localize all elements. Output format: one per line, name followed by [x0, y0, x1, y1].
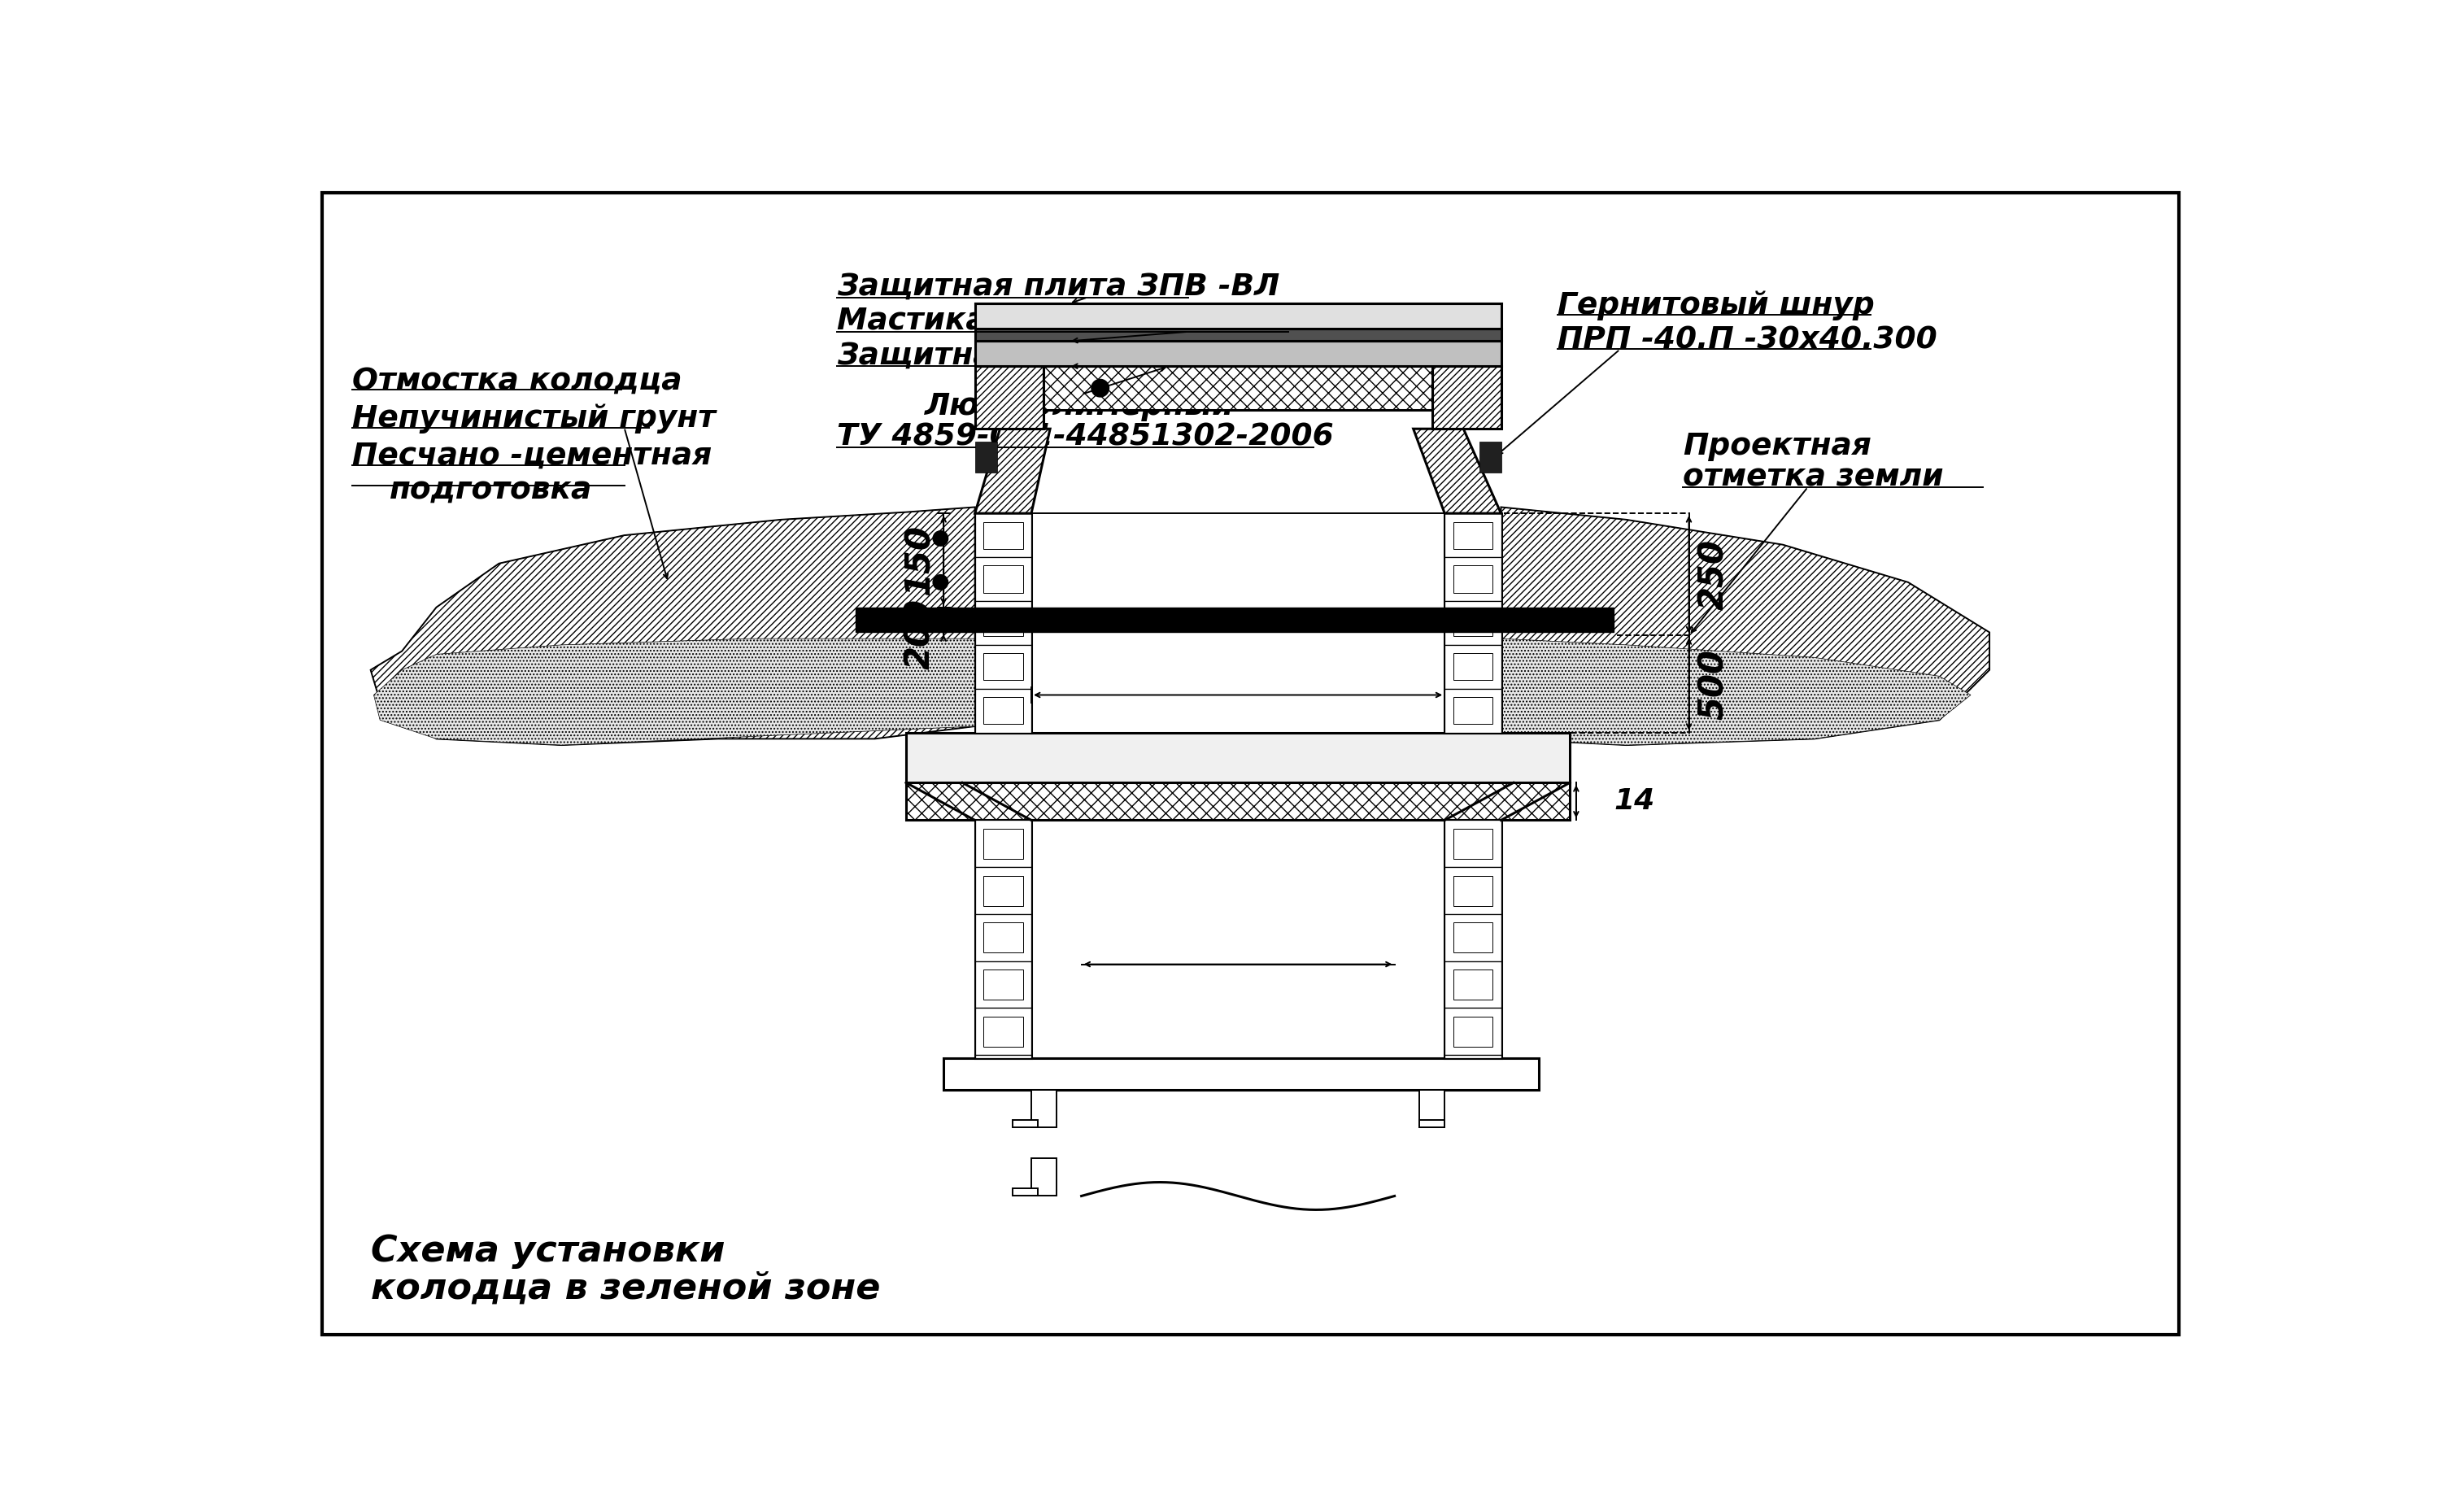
Text: Гернитовый шнур: Гернитовый шнур	[1557, 290, 1874, 321]
Bar	[976, 820, 1032, 1058]
Bar	[976, 514, 1032, 558]
Bar	[976, 442, 998, 473]
Text: Песчано -цементная: Песчано -цементная	[351, 442, 712, 470]
Text: Отмостка колодца: Отмостка колодца	[351, 366, 681, 396]
Bar	[1420, 1090, 1444, 1126]
Bar	[1454, 1016, 1493, 1046]
Text: подготовка: подготовка	[390, 476, 593, 505]
Polygon shape	[373, 638, 976, 745]
Bar	[1454, 653, 1493, 680]
Text: Защитная плита ЗПВ -ВЛ: Защитная плита ЗПВ -ВЛ	[837, 272, 1281, 301]
Circle shape	[932, 575, 949, 590]
Bar	[1454, 697, 1493, 724]
Text: Непучинистый грунт: Непучинистый грунт	[351, 404, 715, 434]
Text: 250: 250	[1696, 540, 1730, 609]
Bar	[983, 829, 1022, 859]
Bar	[976, 304, 1501, 328]
Bar	[1444, 646, 1501, 689]
Text: 500: 500	[1696, 649, 1730, 720]
Bar	[1013, 1119, 1037, 1126]
Text: 778: 778	[1200, 653, 1276, 688]
Bar	[976, 1009, 1032, 1055]
Bar	[1444, 820, 1501, 1058]
Bar	[1432, 366, 1501, 429]
Bar	[1444, 689, 1501, 732]
Bar	[983, 875, 1022, 906]
Bar	[983, 653, 1022, 680]
Bar	[944, 1058, 1540, 1090]
Bar	[976, 366, 1044, 429]
Bar	[976, 342, 1501, 366]
Bar	[976, 962, 1032, 1009]
Bar	[1444, 915, 1501, 962]
Bar	[1444, 820, 1501, 868]
Bar	[1454, 829, 1493, 859]
Polygon shape	[976, 429, 1049, 514]
Bar	[1454, 565, 1493, 593]
Bar	[976, 689, 1032, 732]
Bar	[1444, 514, 1501, 558]
Text: 150: 150	[903, 525, 937, 596]
Bar	[856, 608, 1613, 632]
Text: отметка земли: отметка земли	[1684, 463, 1942, 493]
Text: колодца в зеленой зоне: колодца в зеленой зоне	[371, 1272, 881, 1306]
Text: Проектная: Проектная	[1684, 432, 1871, 461]
Bar	[1454, 609, 1493, 637]
Bar	[905, 783, 1569, 820]
Text: Схема установки: Схема установки	[371, 1234, 725, 1269]
Text: Dк: Dк	[1208, 927, 1266, 963]
Bar	[1454, 922, 1493, 953]
Circle shape	[1091, 380, 1108, 396]
Bar	[976, 328, 1501, 342]
Text: 14: 14	[1613, 788, 1654, 815]
Bar	[1444, 514, 1501, 732]
Bar	[983, 565, 1022, 593]
Bar	[1444, 602, 1501, 646]
Polygon shape	[1501, 638, 1972, 745]
Bar	[976, 820, 1032, 868]
Bar	[983, 922, 1022, 953]
Bar	[983, 522, 1022, 549]
Bar	[1444, 868, 1501, 915]
Circle shape	[932, 612, 949, 627]
Bar	[1420, 1119, 1444, 1126]
Bar	[983, 697, 1022, 724]
Text: Защитная плита ЗПН-В-7: Защитная плита ЗПН-В-7	[837, 342, 1281, 370]
Text: 200: 200	[903, 599, 937, 670]
Circle shape	[932, 531, 949, 546]
Text: Мастика гидроизоляционная МБ-60: Мастика гидроизоляционная МБ-60	[837, 307, 1471, 336]
Bar	[976, 514, 1032, 732]
Bar	[976, 868, 1032, 915]
Bar	[983, 1016, 1022, 1046]
Bar	[1454, 522, 1493, 549]
Bar	[1044, 366, 1432, 410]
Bar	[1013, 1188, 1037, 1196]
Bar	[1454, 875, 1493, 906]
Polygon shape	[1413, 429, 1501, 514]
Text: Люк полимерный: Люк полимерный	[925, 392, 1235, 420]
Bar	[905, 732, 1569, 783]
Polygon shape	[1501, 507, 1989, 745]
Bar	[1454, 969, 1493, 999]
Bar	[1444, 1055, 1501, 1058]
Bar	[1444, 1009, 1501, 1055]
Bar	[976, 915, 1032, 962]
Bar	[1032, 514, 1444, 732]
Polygon shape	[371, 507, 976, 745]
Bar	[983, 609, 1022, 637]
Bar	[976, 602, 1032, 646]
Bar	[976, 1055, 1032, 1058]
Bar	[976, 558, 1032, 602]
Text: ТУ 4859-001-44851302-2006: ТУ 4859-001-44851302-2006	[837, 422, 1335, 452]
Text: ПРП -40.П -30х40.300: ПРП -40.П -30х40.300	[1557, 325, 1937, 355]
Bar	[976, 646, 1032, 689]
Bar	[983, 969, 1022, 999]
Bar	[1032, 820, 1444, 1058]
Bar	[1444, 962, 1501, 1009]
Bar	[1032, 1090, 1057, 1126]
Bar	[1032, 1158, 1057, 1196]
Bar	[1444, 558, 1501, 602]
Bar	[1479, 442, 1501, 473]
